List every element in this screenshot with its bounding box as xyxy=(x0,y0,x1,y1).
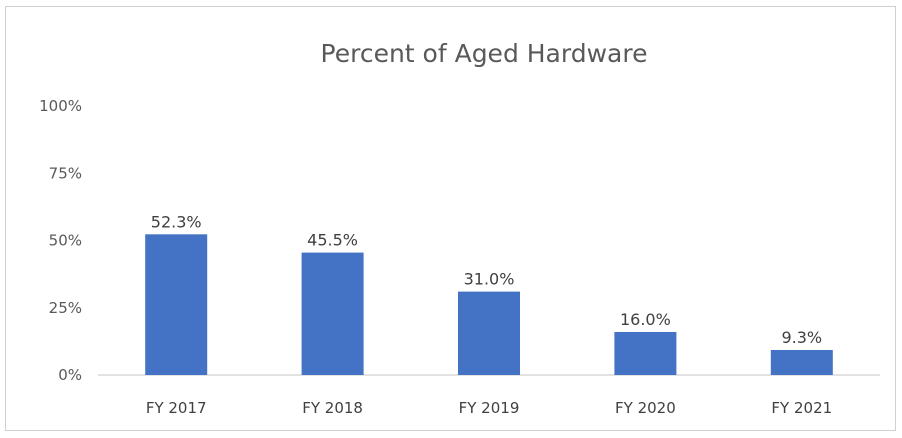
y-axis-ticks: 0% 25% 50% 75% 100% xyxy=(39,97,82,384)
bar xyxy=(458,291,520,375)
category-label: FY 2019 xyxy=(459,399,520,417)
category-label: FY 2021 xyxy=(771,399,832,417)
data-label: 52.3% xyxy=(151,212,202,231)
data-labels: 52.3% 45.5% 31.0% 16.0% 9.3% xyxy=(151,212,822,347)
data-label: 16.0% xyxy=(620,310,671,329)
y-tick-label: 75% xyxy=(49,164,82,182)
chart-title: Percent of Aged Hardware xyxy=(321,39,648,68)
category-label: FY 2018 xyxy=(302,399,363,417)
category-label: FY 2020 xyxy=(615,399,676,417)
y-tick-label: 100% xyxy=(39,97,82,115)
y-tick-label: 50% xyxy=(49,232,82,250)
data-label: 31.0% xyxy=(464,270,515,289)
data-label: 9.3% xyxy=(781,328,822,347)
bar xyxy=(614,331,677,375)
bars xyxy=(145,234,833,375)
data-label: 45.5% xyxy=(307,231,358,250)
y-tick-label: 0% xyxy=(58,366,82,384)
bar xyxy=(145,234,208,375)
bar xyxy=(301,252,364,375)
y-tick-label: 25% xyxy=(49,299,82,317)
bar xyxy=(770,349,833,375)
category-label: FY 2017 xyxy=(146,399,207,417)
category-labels: FY 2017 FY 2018 FY 2019 FY 2020 FY 2021 xyxy=(146,399,832,417)
